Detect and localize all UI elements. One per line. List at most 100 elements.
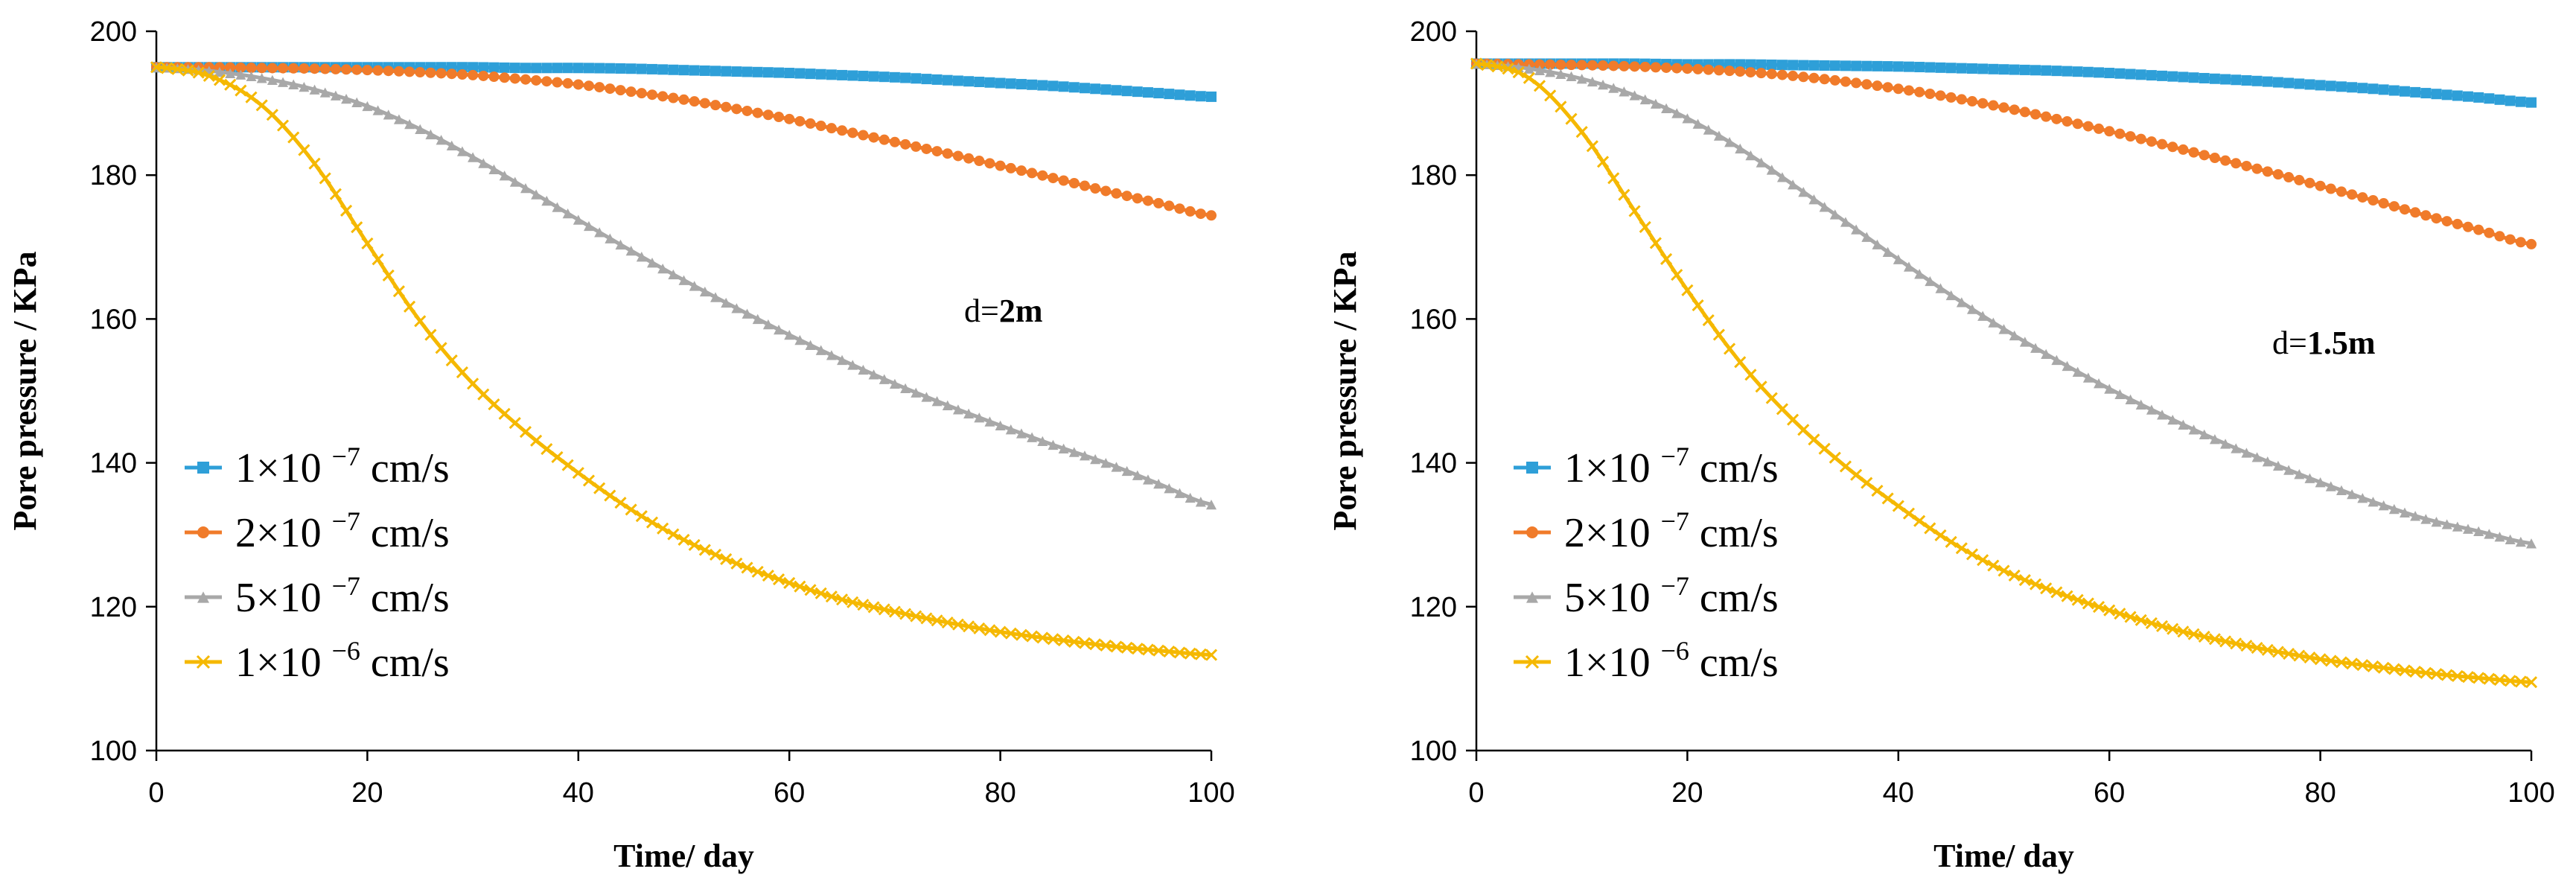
data-point <box>2062 116 2073 127</box>
data-point <box>1893 254 1904 264</box>
y-tick-label: 160 <box>1410 304 1457 335</box>
legend-label: 5×10 −7 cm/s <box>235 571 450 621</box>
data-point <box>868 369 879 380</box>
data-point <box>561 459 574 471</box>
data-point <box>2452 521 2463 532</box>
data-point <box>361 237 374 250</box>
data-point <box>2199 150 2210 161</box>
data-point <box>1808 433 1820 446</box>
data-point <box>2125 394 2136 405</box>
data-point <box>2484 93 2495 104</box>
data-point <box>298 144 310 156</box>
data-point <box>1798 187 1809 197</box>
data-point <box>2135 133 2146 144</box>
data-point <box>319 63 331 74</box>
data-point <box>615 85 626 96</box>
data-point <box>1184 647 1196 660</box>
data-point <box>646 258 657 268</box>
data-point <box>2092 601 2105 614</box>
data-point <box>2082 66 2094 77</box>
data-point <box>436 135 447 145</box>
legend-swatch-marker <box>1526 526 1538 538</box>
data-point <box>721 66 732 77</box>
data-point <box>1798 71 1809 83</box>
data-point <box>1882 61 1893 72</box>
data-point <box>2388 85 2400 96</box>
data-point <box>509 73 520 84</box>
data-point <box>2473 224 2484 235</box>
data-point <box>445 354 458 367</box>
data-point <box>2526 97 2537 108</box>
data-point <box>1090 453 1101 465</box>
data-point <box>351 64 363 75</box>
data-point <box>689 281 700 291</box>
data-point <box>2399 86 2410 97</box>
data-point <box>582 474 596 487</box>
legend-item-3: 5×10 −7 cm/s <box>1514 571 1779 621</box>
data-point <box>1934 529 1947 541</box>
data-point <box>362 101 373 112</box>
data-point <box>604 489 616 502</box>
x-tick-label: 80 <box>984 777 1016 809</box>
data-point <box>2293 649 2306 662</box>
data-point <box>2051 113 2062 124</box>
data-point <box>794 68 806 79</box>
data-point <box>2399 507 2410 517</box>
data-point <box>730 557 743 570</box>
data-point <box>1829 74 1840 86</box>
data-point <box>552 202 563 212</box>
data-point <box>1893 83 1904 95</box>
data-point <box>2178 144 2189 155</box>
data-point <box>2082 372 2094 383</box>
data-point <box>1945 92 1957 103</box>
data-point <box>1058 81 1069 92</box>
x-tick-label: 0 <box>148 777 164 809</box>
data-point <box>2515 536 2526 547</box>
data-point <box>2462 221 2473 232</box>
data-point <box>689 65 700 76</box>
data-point <box>2104 383 2115 394</box>
data-point <box>1882 246 1893 257</box>
data-point <box>1089 638 1102 651</box>
data-point <box>383 109 394 120</box>
data-point <box>319 87 331 98</box>
data-point <box>2030 343 2041 353</box>
data-point <box>2072 66 2083 77</box>
data-point <box>562 63 573 74</box>
data-point <box>1587 60 1598 71</box>
data-point <box>2219 635 2232 648</box>
x-axis-title: Time/ day <box>1933 838 2074 874</box>
data-point <box>2462 523 2473 534</box>
data-point <box>2135 614 2147 626</box>
data-point <box>1956 63 1967 74</box>
y-tick-label: 200 <box>90 16 137 48</box>
data-point <box>2009 64 2020 75</box>
data-point <box>858 71 869 82</box>
legend-swatch-marker <box>196 654 211 669</box>
data-point <box>1587 76 1598 87</box>
data-point <box>330 63 341 74</box>
data-point <box>404 118 415 130</box>
data-point <box>573 63 584 74</box>
data-point <box>911 73 922 84</box>
data-point <box>1142 87 1153 98</box>
data-point <box>2009 330 2020 341</box>
data-point <box>478 62 489 73</box>
data-point <box>594 227 605 238</box>
data-point <box>393 66 404 77</box>
data-point <box>699 98 710 109</box>
data-point <box>1829 209 1840 220</box>
data-point <box>1195 208 1206 220</box>
data-point <box>605 233 616 243</box>
data-point <box>868 71 879 82</box>
data-point <box>645 516 659 529</box>
data-point <box>951 618 964 631</box>
data-point <box>1185 492 1196 503</box>
data-point <box>2347 82 2358 93</box>
data-point <box>815 345 826 355</box>
data-point <box>2262 76 2273 87</box>
data-point <box>1619 86 1630 97</box>
data-point <box>1153 197 1164 208</box>
data-point <box>1575 126 1588 138</box>
